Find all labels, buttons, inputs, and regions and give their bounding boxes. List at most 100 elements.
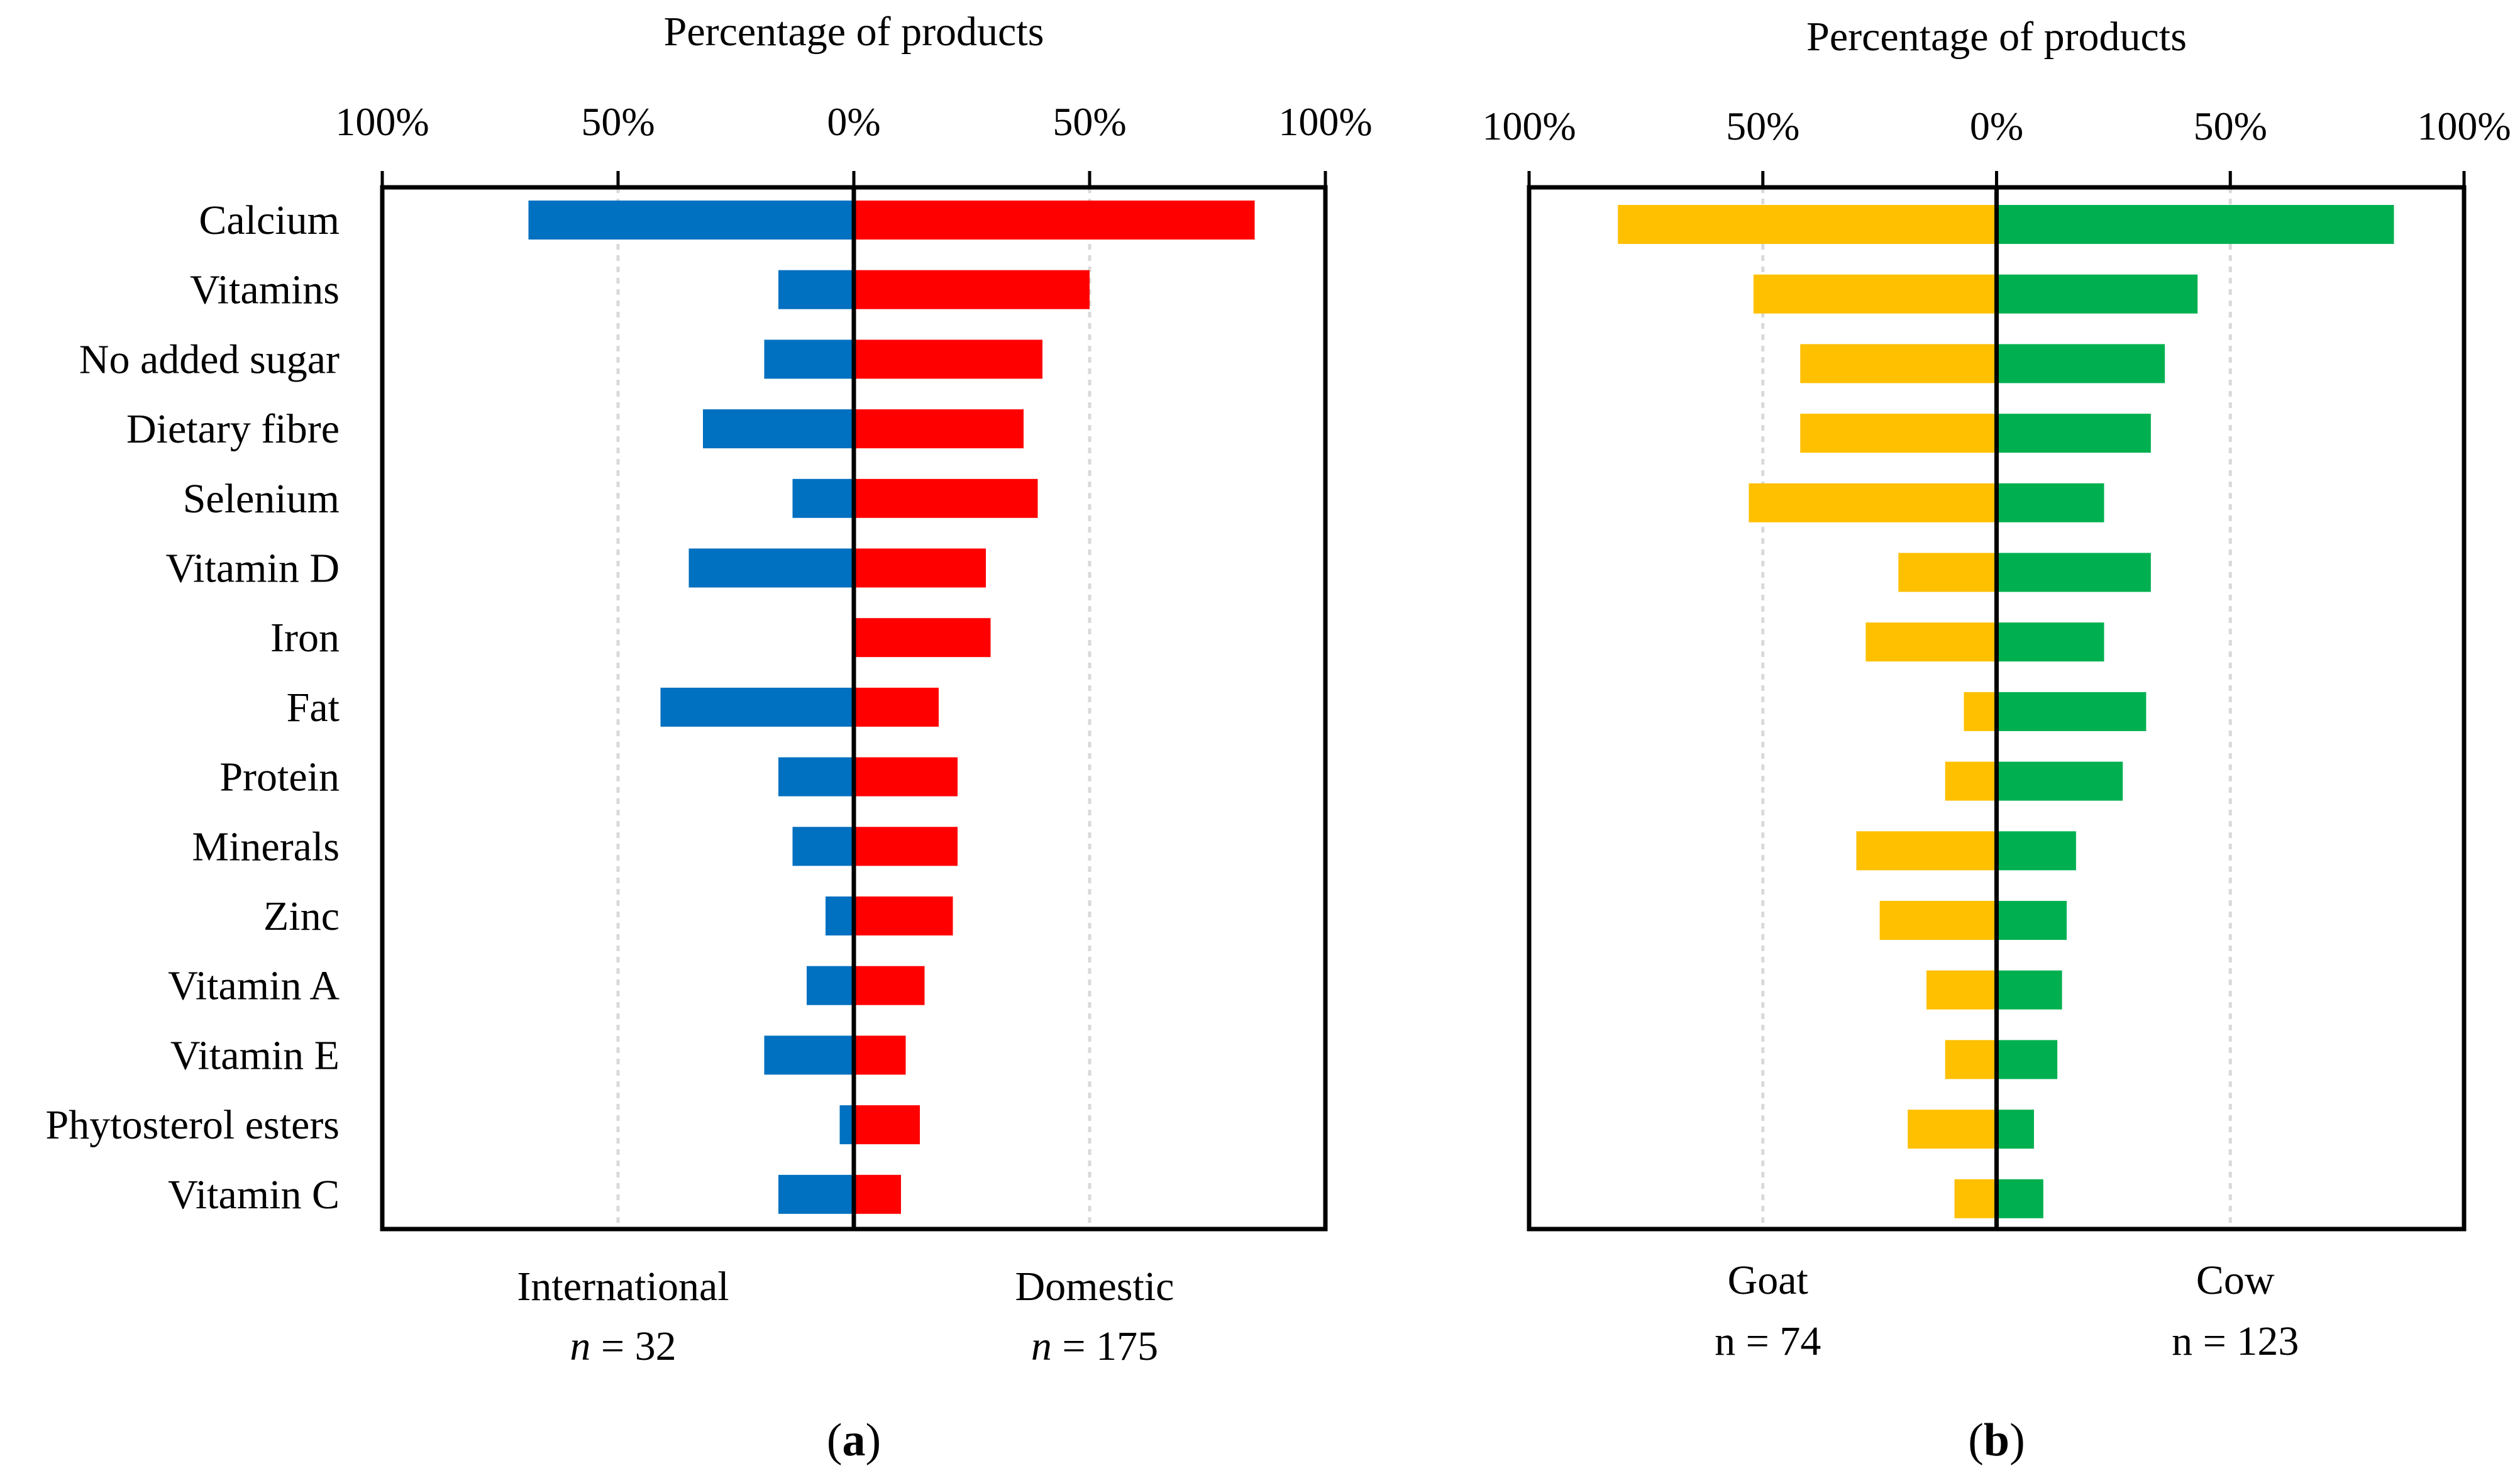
bar-domestic-protein — [854, 757, 958, 797]
bar-domestic-selenium — [854, 478, 1038, 518]
bar-cow-vitamins — [1996, 274, 2198, 314]
group-label-left: Goat — [1728, 1257, 1808, 1303]
bar-goat-iron — [1865, 622, 1997, 662]
panel-b: Percentage of products 100% 50% 0% 50% 100% Go… — [1482, 14, 2511, 1466]
bar-domestic-calcium — [854, 201, 1255, 240]
bar-goat-calcium — [1618, 205, 1997, 244]
bar-international-zinc — [826, 896, 854, 935]
caption-close: ) — [866, 1415, 881, 1466]
bar-cow-vitamin-c — [1996, 1179, 2043, 1218]
x-tick-label: 50% — [2194, 104, 2267, 148]
bar-international-calcium — [528, 201, 854, 240]
x-tick-label: 100% — [1278, 99, 1372, 144]
bar-domestic-dietary-fibre — [854, 409, 1024, 449]
bar-goat-zinc — [1879, 901, 1997, 940]
x-tick-label: 100% — [2417, 104, 2511, 148]
category-label: Phytosterol esters — [46, 1102, 340, 1148]
category-label: No added sugar — [79, 336, 340, 382]
bar-domestic-zinc — [854, 896, 953, 935]
caption-close: ) — [2009, 1415, 2025, 1466]
panel-caption: (a) — [827, 1415, 881, 1466]
sample-size-value: = 175 — [1052, 1323, 1158, 1369]
bar-international-vitamin-c — [778, 1174, 854, 1214]
bar-goat-dietary-fibre — [1800, 414, 1997, 453]
sample-size-right: n = 123 — [2172, 1318, 2299, 1364]
group-label-left: International — [517, 1264, 729, 1310]
bar-international-protein — [778, 757, 854, 797]
bar-domestic-vitamin-d — [854, 548, 986, 588]
bar-domestic-vitamin-c — [854, 1174, 901, 1214]
bar-cow-dietary-fibre — [1996, 414, 2151, 453]
bar-cow-zinc — [1996, 901, 2067, 940]
sample-size-var: n — [570, 1323, 590, 1369]
bar-domestic-fat — [854, 687, 939, 727]
bar-international-selenium — [792, 478, 854, 518]
x-tick-label: 50% — [1726, 104, 1799, 148]
bar-goat-no-added-sugar — [1800, 344, 1997, 383]
x-tick-label: 0% — [827, 99, 880, 144]
bar-international-no-added-sugar — [764, 339, 854, 379]
category-label: Calcium — [199, 197, 340, 243]
category-label: Selenium — [183, 476, 340, 522]
bar-international-phytosterol-esters — [839, 1105, 854, 1145]
category-label: Vitamin D — [165, 546, 340, 592]
sample-size-right: n = 175 — [1031, 1323, 1158, 1369]
bar-goat-vitamin-d — [1898, 553, 1997, 592]
x-tick-label: 100% — [1482, 104, 1576, 148]
x-tick-label: 0% — [1970, 104, 2023, 148]
category-label: Dietary fibre — [126, 406, 340, 452]
group-label-right: Cow — [2196, 1257, 2275, 1303]
bar-goat-vitamin-e — [1945, 1040, 1997, 1079]
sample-size-var: n — [1031, 1323, 1052, 1369]
bar-goat-phytosterol-esters — [1908, 1110, 1997, 1149]
bar-cow-selenium — [1996, 483, 2104, 522]
caption-letter: a — [843, 1415, 866, 1466]
bar-goat-selenium — [1749, 483, 1997, 522]
bar-cow-protein — [1996, 761, 2123, 801]
category-label: Vitamin A — [168, 963, 340, 1009]
bar-cow-no-added-sugar — [1996, 344, 2165, 383]
category-label: Vitamin C — [168, 1172, 340, 1218]
x-tick-label: 50% — [1053, 99, 1126, 144]
bar-goat-vitamin-c — [1954, 1179, 1997, 1218]
bar-international-fat — [660, 687, 854, 727]
group-label-right: Domestic — [1015, 1264, 1174, 1310]
bar-cow-fat — [1996, 692, 2147, 731]
bar-domestic-vitamin-a — [854, 966, 925, 1005]
bar-goat-minerals — [1856, 831, 1997, 871]
bar-cow-iron — [1996, 622, 2104, 662]
bar-domestic-vitamins — [854, 270, 1090, 309]
bar-international-vitamins — [778, 270, 854, 309]
panel-caption: (b) — [1968, 1415, 2025, 1466]
category-label: Vitamin E — [170, 1032, 340, 1078]
category-label: Vitamins — [190, 267, 340, 313]
bar-domestic-phytosterol-esters — [854, 1105, 920, 1145]
bar-cow-vitamin-a — [1996, 970, 2062, 1010]
bar-domestic-no-added-sugar — [854, 339, 1042, 379]
sample-size-value: = 32 — [590, 1323, 676, 1369]
bar-cow-vitamin-e — [1996, 1040, 2058, 1079]
category-label: Protein — [219, 754, 340, 800]
bar-domestic-minerals — [854, 827, 958, 866]
bar-international-vitamin-a — [807, 966, 854, 1005]
bar-international-vitamin-d — [688, 548, 854, 588]
sample-size-left: n = 32 — [570, 1323, 676, 1369]
bar-international-dietary-fibre — [703, 409, 854, 449]
bar-international-minerals — [792, 827, 854, 866]
panel-a: Percentage of products 100% 50% 0% 50% 100% Ca… — [46, 9, 1373, 1466]
bar-goat-vitamins — [1753, 274, 1997, 314]
bar-international-vitamin-e — [764, 1035, 854, 1075]
sample-size-left: n = 74 — [1715, 1318, 1821, 1364]
caption-open: ( — [827, 1415, 843, 1466]
category-label: Fat — [287, 685, 340, 731]
bar-goat-vitamin-a — [1926, 970, 1997, 1010]
x-tick-label: 100% — [335, 99, 429, 144]
category-label: Minerals — [192, 824, 340, 869]
chart-title: Percentage of products — [664, 9, 1044, 55]
bar-goat-fat — [1964, 692, 1997, 731]
chart-title: Percentage of products — [1806, 14, 2187, 60]
bar-cow-phytosterol-esters — [1996, 1110, 2034, 1149]
bar-domestic-vitamin-e — [854, 1035, 906, 1075]
